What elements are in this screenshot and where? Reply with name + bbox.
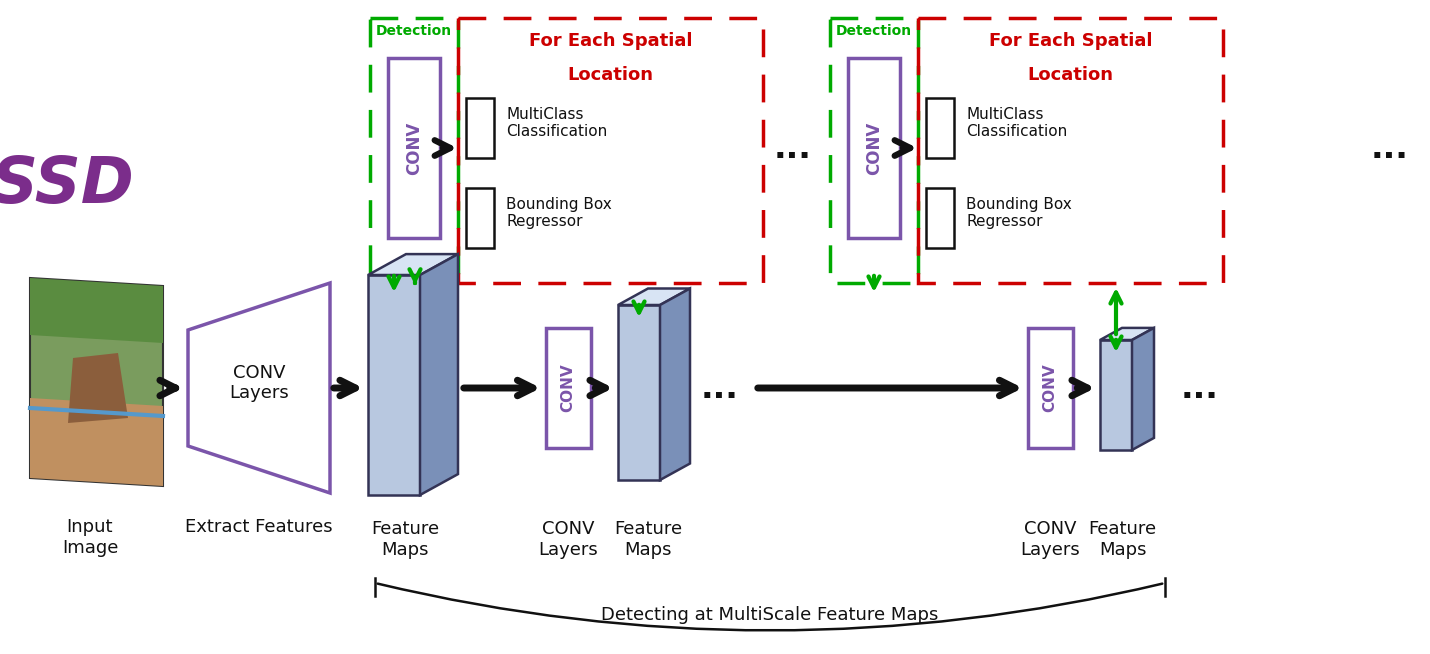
Text: MultiClass
Classification: MultiClass Classification: [967, 107, 1067, 139]
Text: CONV: CONV: [405, 122, 423, 175]
Text: SSD: SSD: [0, 154, 133, 216]
FancyBboxPatch shape: [545, 328, 591, 448]
Text: CONV: CONV: [1042, 364, 1058, 412]
Text: For Each Spatial: For Each Spatial: [529, 32, 692, 50]
Text: Bounding Box
Regressor: Bounding Box Regressor: [506, 197, 612, 229]
Polygon shape: [368, 254, 458, 275]
Text: Detecting at MultiScale Feature Maps: Detecting at MultiScale Feature Maps: [601, 606, 938, 624]
Bar: [458, 18, 764, 283]
Text: Feature
Maps: Feature Maps: [372, 520, 439, 559]
Polygon shape: [1133, 328, 1154, 450]
Polygon shape: [420, 254, 458, 495]
Text: Input
Image: Input Image: [61, 518, 119, 557]
Text: CONV
Layers: CONV Layers: [229, 364, 289, 402]
Polygon shape: [30, 278, 163, 343]
Polygon shape: [368, 275, 420, 495]
Bar: [829, 18, 918, 283]
Text: CONV
Layers: CONV Layers: [538, 520, 598, 559]
Text: Extract Features: Extract Features: [186, 518, 333, 536]
Text: Location: Location: [1028, 66, 1114, 84]
Polygon shape: [69, 353, 129, 423]
Text: MultiClass
Classification: MultiClass Classification: [506, 107, 608, 139]
Text: Location: Location: [568, 66, 654, 84]
FancyBboxPatch shape: [388, 58, 440, 238]
Bar: [927, 188, 954, 248]
Polygon shape: [618, 288, 691, 305]
Text: For Each Spatial: For Each Spatial: [988, 32, 1153, 50]
FancyBboxPatch shape: [1028, 328, 1072, 448]
Polygon shape: [30, 278, 163, 486]
Text: Detection: Detection: [837, 24, 912, 38]
Text: ...: ...: [701, 371, 739, 405]
Polygon shape: [661, 288, 691, 480]
FancyBboxPatch shape: [848, 58, 899, 238]
Text: Feature
Maps: Feature Maps: [613, 520, 682, 559]
Text: CONV: CONV: [561, 364, 575, 412]
Text: ...: ...: [774, 131, 812, 165]
Bar: [370, 18, 458, 283]
Text: Detection: Detection: [376, 24, 452, 38]
Polygon shape: [1100, 340, 1133, 450]
Text: Bounding Box
Regressor: Bounding Box Regressor: [967, 197, 1071, 229]
Bar: [918, 18, 1223, 283]
Polygon shape: [618, 305, 661, 480]
Text: Feature
Maps: Feature Maps: [1088, 520, 1157, 559]
Text: ...: ...: [1371, 131, 1409, 165]
Bar: [466, 98, 493, 158]
Bar: [927, 98, 954, 158]
Text: ...: ...: [1181, 371, 1218, 405]
Text: CONV
Layers: CONV Layers: [1020, 520, 1080, 559]
Text: CONV: CONV: [865, 122, 882, 175]
Polygon shape: [1100, 328, 1154, 340]
Polygon shape: [30, 398, 163, 486]
Polygon shape: [187, 283, 330, 493]
Bar: [466, 188, 493, 248]
